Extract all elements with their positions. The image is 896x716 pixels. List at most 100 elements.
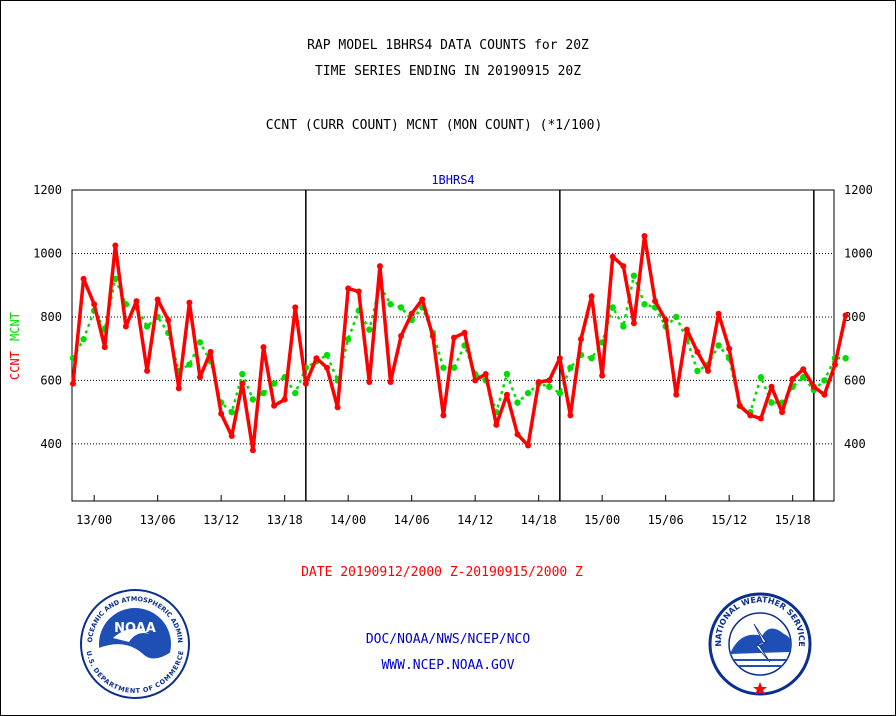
data-point-ccnt <box>810 383 817 390</box>
x-tick-label: 14/00 <box>330 513 366 527</box>
data-point-ccnt <box>281 396 288 403</box>
x-tick-label: 13/00 <box>76 513 112 527</box>
data-point-mcnt <box>630 272 638 279</box>
data-point-ccnt <box>186 299 193 306</box>
data-point-mcnt <box>524 389 532 397</box>
data-point-ccnt <box>165 317 172 324</box>
y-tick-label-right: 1200 <box>844 183 873 197</box>
data-point-ccnt <box>683 326 690 333</box>
data-point-ccnt <box>757 415 764 422</box>
y-tick-label-left: 400 <box>40 437 62 451</box>
data-point-ccnt <box>122 323 129 330</box>
x-tick-label: 13/12 <box>203 513 239 527</box>
data-point-ccnt <box>578 336 584 343</box>
data-point-ccnt <box>832 361 838 368</box>
data-point-mcnt <box>546 383 553 390</box>
data-point-mcnt <box>588 354 595 362</box>
data-point-ccnt <box>429 332 436 339</box>
data-point-ccnt <box>80 275 87 282</box>
data-point-mcnt <box>186 361 193 368</box>
star-icon <box>753 682 767 695</box>
data-point-mcnt <box>387 301 394 308</box>
data-point-ccnt <box>673 391 680 398</box>
data-point-ccnt <box>440 412 447 419</box>
data-point-ccnt <box>556 355 563 362</box>
data-point-ccnt <box>736 402 743 409</box>
data-point-ccnt <box>376 263 383 270</box>
data-point-mcnt <box>239 370 246 378</box>
data-point-ccnt <box>609 253 616 260</box>
data-point-mcnt <box>641 301 648 308</box>
data-point-mcnt <box>366 326 373 333</box>
x-tick-label: 15/12 <box>711 513 747 527</box>
data-point-ccnt <box>482 371 489 378</box>
data-point-ccnt <box>747 412 754 419</box>
data-point-mcnt <box>503 370 511 378</box>
x-tick-label: 15/00 <box>584 513 620 527</box>
chart-title-line2: TIME SERIES ENDING IN 20190915 20Z <box>314 64 582 79</box>
data-point-ccnt <box>144 367 151 374</box>
website-link[interactable]: WWW.NCEP.NOAA.GOV <box>381 658 515 673</box>
data-point-ccnt <box>228 432 235 439</box>
y-axis-label-mcnt: MCNT <box>8 312 22 341</box>
data-point-ccnt <box>334 404 341 411</box>
y-tick-labels: 400 400 600 600 800 800 1000 1000 1200 1200 <box>33 183 873 451</box>
data-point-ccnt <box>514 431 521 438</box>
data-point-ccnt <box>493 421 500 428</box>
data-point-ccnt <box>408 310 415 317</box>
data-point-ccnt <box>324 364 330 371</box>
y-tick-label-left: 800 <box>40 310 62 324</box>
data-point-ccnt <box>207 348 214 355</box>
data-point-ccnt <box>355 288 362 295</box>
data-point-mcnt <box>323 351 331 359</box>
series-layer <box>69 233 849 454</box>
data-point-ccnt <box>641 233 648 240</box>
y-axis-label-ccnt: CCNT <box>8 351 22 380</box>
x-tick-labels: 13/00 13/06 13/12 13/18 14/00 14/06 14/12 14/18… <box>76 495 811 527</box>
data-point-ccnt <box>472 377 479 384</box>
data-point-ccnt <box>567 412 574 419</box>
data-point-mcnt <box>270 380 278 387</box>
chart-title-line1: RAP MODEL 1BHRS4 DATA COUNTS for 20Z <box>307 38 589 53</box>
data-point-mcnt <box>567 364 574 371</box>
data-point-ccnt <box>112 242 119 249</box>
x-tick-label: 14/18 <box>521 513 557 527</box>
data-point-mcnt <box>260 389 267 397</box>
y-tick-label-right: 800 <box>844 310 866 324</box>
data-point-ccnt <box>652 298 659 305</box>
data-point-mcnt <box>715 342 722 349</box>
data-point-ccnt <box>387 378 394 385</box>
data-point-ccnt <box>70 380 76 387</box>
y-tick-label-left: 1000 <box>33 246 62 260</box>
data-point-mcnt <box>292 389 299 397</box>
data-point-mcnt <box>514 399 521 406</box>
data-point-mcnt <box>440 364 447 371</box>
series-line-mcnt <box>71 274 846 414</box>
data-point-ccnt <box>662 317 669 324</box>
x-tick-label: 14/12 <box>457 513 493 527</box>
y-tick-label-right: 1000 <box>844 246 873 260</box>
noaa-center-text: NOAA <box>114 621 156 636</box>
data-point-mcnt <box>249 396 257 403</box>
data-point-ccnt <box>694 348 701 355</box>
data-point-ccnt <box>800 366 807 373</box>
y-tick-label-left: 1200 <box>33 183 62 197</box>
series-line-ccnt <box>71 234 848 452</box>
plot-area <box>71 189 835 502</box>
data-point-ccnt <box>768 383 775 390</box>
data-point-ccnt <box>154 296 161 303</box>
data-point-ccnt <box>271 402 278 409</box>
data-point-mcnt <box>609 304 616 311</box>
plot-series-title: 1BHRS4 <box>431 173 474 187</box>
data-point-ccnt <box>789 375 796 382</box>
data-point-ccnt <box>197 374 203 381</box>
data-point-mcnt <box>821 377 828 384</box>
data-point-mcnt <box>556 389 564 397</box>
data-point-ccnt <box>218 410 225 417</box>
data-point-ccnt <box>503 391 510 398</box>
x-tick-label: 15/06 <box>648 513 684 527</box>
data-point-ccnt <box>419 296 426 303</box>
x-tick-label: 15/18 <box>775 513 811 527</box>
data-point-mcnt <box>143 323 151 330</box>
data-point-ccnt <box>705 367 711 374</box>
